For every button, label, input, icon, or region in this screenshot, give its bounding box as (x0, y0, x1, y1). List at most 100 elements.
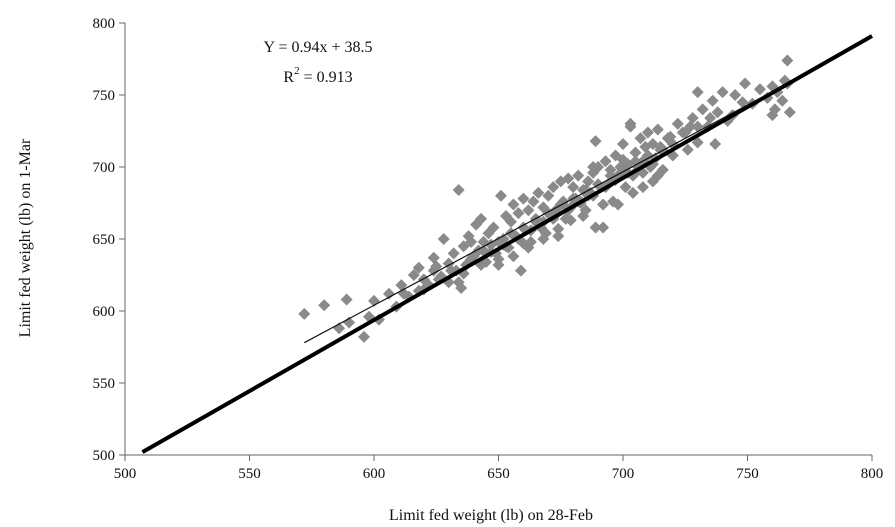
data-point (430, 260, 443, 273)
x-tick-label: 500 (114, 466, 137, 482)
data-point (567, 181, 580, 194)
x-tick-label: 650 (487, 466, 510, 482)
y-axis-title: Limit fed weight (lb) on 1-Mar (17, 138, 34, 337)
data-point (619, 181, 632, 194)
r-squared-value: = 0.913 (300, 69, 353, 86)
data-point (527, 195, 540, 208)
data-point (684, 120, 697, 133)
data-point (358, 330, 371, 343)
r-squared-superscript: 2 (294, 65, 300, 77)
data-point (736, 96, 749, 109)
identity-line (141, 34, 873, 454)
y-tick-label: 650 (93, 232, 116, 248)
data-point (507, 250, 520, 263)
data-point (532, 186, 545, 199)
data-point (447, 247, 460, 260)
data-point (298, 307, 311, 320)
regression-equation: Y = 0.94x + 38.5 (263, 39, 372, 56)
data-point (452, 276, 465, 289)
x-tick-label: 600 (363, 466, 386, 482)
data-point (382, 287, 395, 300)
data-point (704, 112, 717, 125)
r-squared-symbol: R (283, 69, 294, 86)
data-point (716, 86, 729, 99)
data-point (475, 212, 488, 225)
data-point (711, 106, 724, 119)
data-point (395, 279, 408, 292)
data-point (542, 189, 555, 202)
data-point (407, 269, 420, 281)
data-point (646, 175, 659, 188)
data-point (776, 94, 789, 107)
x-axis-title: Limit fed weight (lb) on 28-Feb (389, 507, 593, 524)
data-point (318, 299, 331, 312)
data-point (783, 106, 796, 119)
regression-line (303, 84, 786, 344)
data-point (507, 198, 520, 211)
data-point (547, 181, 560, 194)
y-tick-label: 500 (93, 448, 116, 464)
data-point (599, 155, 612, 168)
data-point (664, 130, 677, 143)
y-tick-label: 800 (93, 16, 116, 32)
data-point (626, 186, 639, 199)
data-point (597, 221, 610, 234)
y-tick-label: 700 (93, 160, 116, 176)
data-point (589, 135, 602, 148)
r-squared-label: R2 = 0.913 (283, 65, 352, 86)
data-point (514, 264, 527, 277)
data-point (522, 241, 535, 254)
data-point (452, 184, 465, 197)
data-point (624, 117, 637, 130)
data-point (340, 293, 353, 306)
data-point (671, 117, 684, 130)
data-point (696, 103, 709, 116)
reference-lines (141, 34, 873, 454)
data-point (781, 54, 794, 67)
data-point (709, 137, 722, 150)
data-point (487, 221, 500, 234)
y-tick-label: 550 (93, 376, 116, 392)
data-point (504, 215, 517, 228)
data-point (412, 261, 425, 274)
axes (119, 22, 873, 461)
data-point (564, 214, 577, 227)
data-point (597, 198, 610, 211)
tick-labels: 500 550 600 650 700 750 800 500 550 600 650 700 750 8… (93, 16, 884, 482)
data-point (739, 77, 752, 90)
data-point (552, 230, 565, 243)
data-point (552, 222, 565, 235)
data-point (587, 161, 600, 173)
data-point (465, 235, 478, 248)
data-point (686, 112, 699, 125)
data-point (753, 83, 766, 96)
data-point (629, 146, 642, 159)
y-tick-label: 600 (93, 304, 116, 320)
data-point (537, 233, 550, 245)
x-tick-label: 700 (612, 466, 635, 482)
data-point (617, 137, 629, 150)
data-point (517, 192, 530, 205)
data-point (427, 251, 440, 264)
data-point (492, 253, 505, 266)
data-point (691, 86, 704, 99)
data-point (522, 204, 535, 217)
data-point (617, 153, 629, 166)
data-point (589, 221, 602, 234)
data-point (641, 149, 654, 162)
data-points (298, 54, 796, 343)
x-tick-label: 800 (861, 466, 884, 482)
data-point (494, 189, 507, 202)
x-tick-label: 550 (238, 466, 261, 482)
data-point (582, 175, 595, 188)
data-point (729, 89, 742, 101)
data-point (706, 94, 719, 107)
data-point (612, 198, 625, 211)
data-point (681, 143, 694, 156)
y-tick-label: 750 (93, 88, 116, 104)
data-point (691, 136, 704, 149)
data-point (634, 132, 647, 145)
data-point (651, 123, 664, 136)
data-point (562, 172, 575, 185)
